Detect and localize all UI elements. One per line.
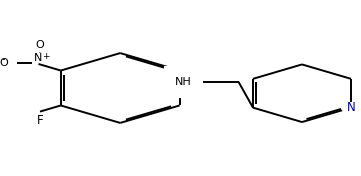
Text: F: F [37, 114, 43, 127]
Circle shape [342, 103, 361, 112]
Text: O: O [36, 40, 45, 50]
Text: -: - [1, 54, 5, 64]
Text: O: O [0, 58, 8, 68]
Text: +: + [42, 52, 50, 61]
Text: N: N [347, 101, 355, 114]
Text: NH: NH [175, 77, 192, 87]
Text: N: N [34, 53, 43, 63]
